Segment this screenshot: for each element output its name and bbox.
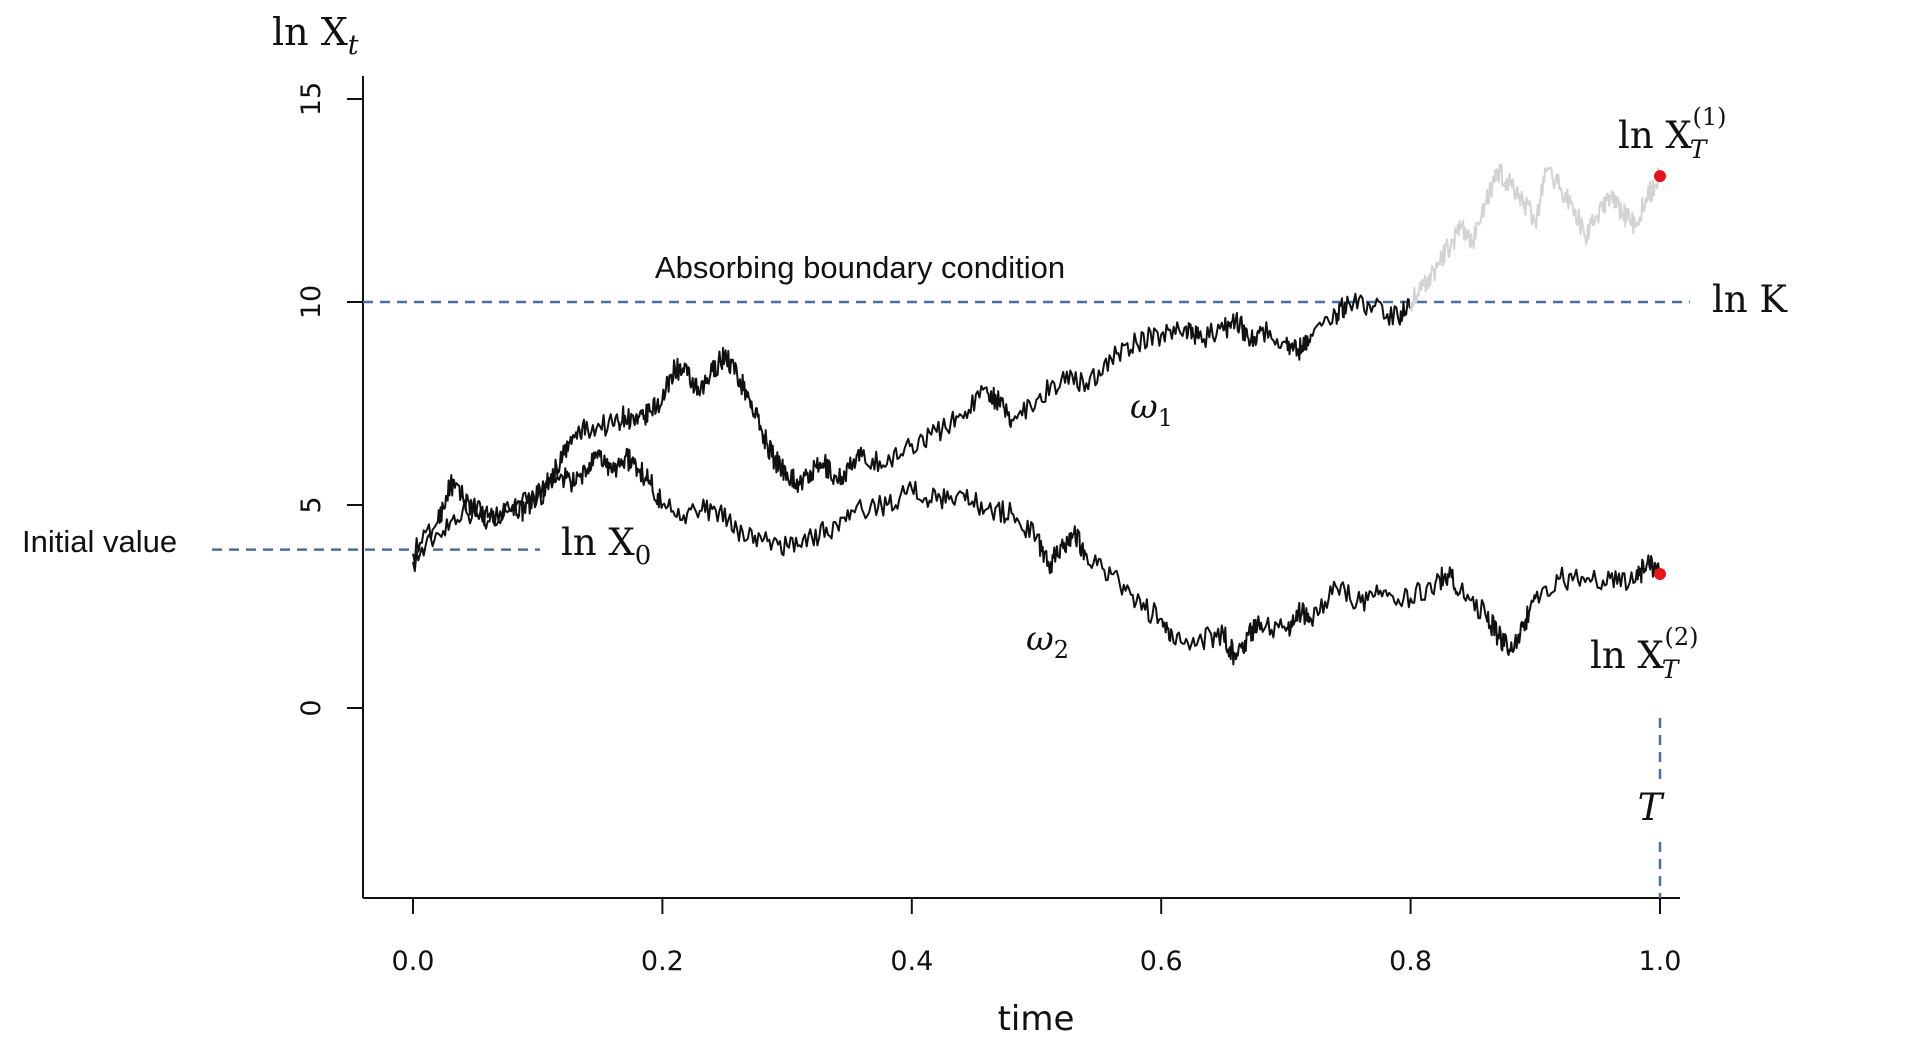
endpoint-layer xyxy=(1654,170,1666,581)
tick-marks: 0.0 0.2 0.4 0.6 0.8 1.0 0 5 10 15 xyxy=(296,82,1681,977)
endpoint-label-2: ln XT(2) xyxy=(1590,623,1698,684)
endpoint-marker-1 xyxy=(1654,170,1666,183)
series-label-omega-1: ω1 xyxy=(1130,387,1173,432)
x-tick-label-5: 1.0 xyxy=(1639,946,1682,977)
y-tick-label-3: 15 xyxy=(296,82,327,116)
x-tick-label-1: 0.2 xyxy=(641,946,684,977)
initial-value-annotation: Initial value xyxy=(22,524,177,559)
x-tick-label-2: 0.4 xyxy=(890,946,933,977)
x-axis-label: time xyxy=(998,999,1075,1039)
y-tick-label-2: 10 xyxy=(296,285,327,319)
terminal-time-label: T xyxy=(1638,786,1665,829)
x-tick-label-3: 0.6 xyxy=(1140,946,1183,977)
series-label-omega-2: ω2 xyxy=(1026,619,1069,664)
endpoint-label-1: ln XT(1) xyxy=(1618,103,1726,164)
x-tick-label-4: 0.8 xyxy=(1389,946,1432,977)
y-axis-label: ln Xt xyxy=(272,10,359,61)
series-layer xyxy=(412,163,1661,666)
x-tick-label-0: 0.0 xyxy=(392,946,435,977)
series-path-1-absorbed xyxy=(1409,163,1661,312)
series-path-2 xyxy=(412,447,1661,666)
series-path-1 xyxy=(412,292,1412,572)
endpoint-marker-2 xyxy=(1654,568,1666,581)
initial-value-label: ln X0 xyxy=(561,521,651,571)
y-tick-label-1: 5 xyxy=(296,496,327,513)
boundary-annotation: Absorbing boundary condition xyxy=(655,250,1065,285)
boundary-level-label: ln K xyxy=(1712,278,1788,321)
y-tick-label-0: 0 xyxy=(296,699,327,716)
